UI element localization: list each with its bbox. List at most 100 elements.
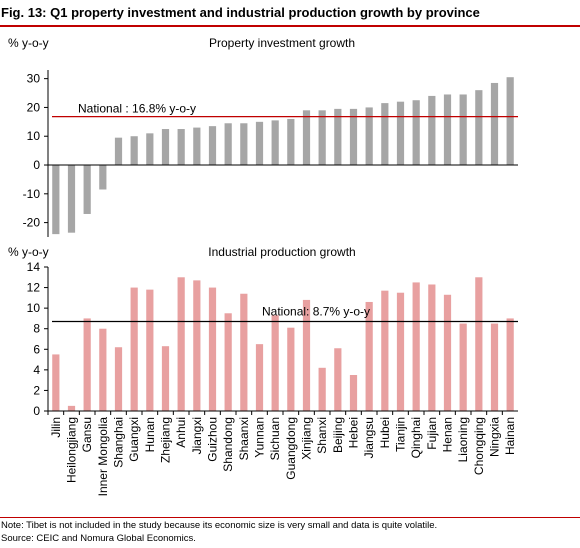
property-bar bbox=[255, 121, 264, 166]
chart-area: Property investment growth % y-o-y -20 -10 0… bbox=[8, 36, 518, 497]
property-bar bbox=[52, 165, 60, 235]
category-label: Jiangsu bbox=[362, 417, 376, 458]
ip-y-tick-label: 6 bbox=[33, 342, 40, 356]
property-bar bbox=[130, 136, 138, 166]
property-bar bbox=[412, 100, 420, 166]
property-bar bbox=[506, 77, 514, 166]
category-label: Yunnan bbox=[253, 417, 267, 458]
ip-panel-title: Industrial production growth bbox=[208, 245, 355, 259]
ip-bar bbox=[67, 405, 76, 411]
property-y-tick-label: 30 bbox=[27, 72, 41, 86]
category-label: Tianjin bbox=[394, 417, 408, 452]
ip-bar bbox=[412, 282, 420, 411]
ip-bar bbox=[83, 318, 91, 411]
category-label: Xinjiang bbox=[300, 417, 314, 460]
category-label: Beijing bbox=[331, 417, 345, 453]
ip-bar bbox=[240, 293, 248, 411]
category-label: Shanxi bbox=[315, 417, 329, 454]
property-bar bbox=[67, 165, 76, 233]
category-label: Chongqing bbox=[472, 417, 486, 475]
property-y-tick-label: 20 bbox=[27, 100, 41, 114]
category-label: Hubei bbox=[378, 417, 392, 448]
property-bar bbox=[271, 120, 279, 166]
ip-bar bbox=[99, 328, 107, 411]
property-bar bbox=[161, 129, 170, 166]
ip-bar bbox=[334, 348, 342, 411]
property-national-label: National : 16.8% y-o-y bbox=[78, 102, 196, 116]
ip-y-tick-label: 0 bbox=[33, 404, 40, 418]
property-bar bbox=[475, 90, 483, 166]
ip-bar bbox=[302, 299, 311, 411]
ip-bar bbox=[224, 313, 232, 411]
category-label: Shanghai bbox=[112, 417, 126, 468]
category-label: Zhejiang bbox=[159, 417, 173, 463]
ip-bar bbox=[459, 323, 467, 411]
property-bar bbox=[459, 94, 467, 166]
ip-bar bbox=[381, 290, 389, 411]
property-bar bbox=[114, 137, 123, 166]
property-bar bbox=[146, 133, 154, 166]
property-bar bbox=[396, 101, 405, 166]
property-bar bbox=[99, 165, 107, 190]
property-bar bbox=[302, 110, 311, 166]
category-label: Anhui bbox=[174, 417, 188, 448]
ip-bar bbox=[428, 284, 436, 411]
category-label: Fujian bbox=[425, 417, 439, 450]
ip-bar bbox=[193, 280, 201, 411]
category-label: Henan bbox=[441, 417, 455, 452]
ip-y-tick-label: 2 bbox=[33, 383, 40, 397]
property-bar bbox=[349, 108, 358, 166]
ip-y-tick-label: 8 bbox=[33, 322, 40, 336]
ip-bar bbox=[130, 287, 138, 411]
ip-bar bbox=[475, 277, 483, 411]
property-bar bbox=[381, 103, 389, 166]
category-label: Shaanxi bbox=[237, 417, 251, 460]
ip-y-tick-label: 14 bbox=[27, 260, 41, 274]
figure-note: Note: Tibet is not included in the study… bbox=[1, 520, 438, 531]
category-label: Hebei bbox=[347, 417, 361, 448]
ip-bar bbox=[506, 318, 514, 411]
category-label: Guizhou bbox=[206, 417, 220, 462]
ip-bar bbox=[271, 315, 279, 411]
ip-bar bbox=[255, 344, 264, 411]
category-label: Ningxia bbox=[488, 417, 502, 457]
property-bar bbox=[428, 95, 436, 166]
category-label: Guangxi bbox=[127, 417, 141, 462]
category-label: Gansu bbox=[80, 417, 94, 452]
property-bar bbox=[490, 82, 499, 166]
ip-bar bbox=[396, 292, 405, 411]
property-bar bbox=[287, 118, 295, 166]
property-y-tick-label: 10 bbox=[27, 129, 41, 143]
ip-bar bbox=[161, 346, 170, 411]
category-label: Jiangxi bbox=[190, 417, 204, 454]
category-label: Guangdong bbox=[284, 417, 298, 480]
ip-bar bbox=[114, 347, 123, 411]
property-bar bbox=[83, 165, 91, 214]
property-bar bbox=[443, 94, 452, 166]
category-label: Liaoning bbox=[456, 417, 470, 462]
category-label: Inner Mongolia bbox=[96, 417, 110, 497]
ip-y-tick-label: 12 bbox=[27, 281, 41, 295]
ip-ylabel: % y-o-y bbox=[8, 245, 49, 259]
property-bar bbox=[193, 127, 201, 166]
property-panel-title: Property investment growth bbox=[209, 36, 355, 50]
ip-national-label: National: 8.7% y-o-y bbox=[262, 305, 370, 319]
category-label: Sichuan bbox=[268, 417, 282, 460]
ip-bar bbox=[443, 294, 452, 411]
property-bar bbox=[240, 123, 248, 166]
ip-bar bbox=[365, 301, 373, 411]
property-bar bbox=[365, 107, 373, 166]
ip-bar bbox=[52, 354, 60, 411]
property-bar bbox=[208, 126, 217, 166]
ip-bar bbox=[146, 289, 154, 411]
category-label: Jilin bbox=[49, 417, 63, 438]
ip-bar bbox=[287, 327, 295, 411]
property-y-tick-label: -20 bbox=[23, 216, 41, 230]
ip-y-tick-label: 4 bbox=[33, 363, 40, 377]
ip-bar bbox=[208, 287, 217, 411]
property-ylabel: % y-o-y bbox=[8, 36, 49, 50]
ip-bar bbox=[349, 375, 358, 411]
category-label: Shandong bbox=[221, 417, 235, 472]
ip-bar bbox=[177, 277, 185, 411]
property-bar bbox=[318, 110, 326, 166]
